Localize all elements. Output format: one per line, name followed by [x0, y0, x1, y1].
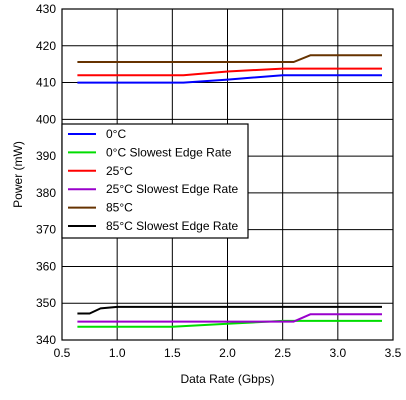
y-tick-label: 410 — [36, 76, 56, 90]
y-tick-label: 390 — [36, 149, 56, 163]
y-tick-label: 340 — [36, 333, 56, 347]
x-axis-label: Data Rate (Gbps) — [180, 372, 274, 386]
series-line-4 — [77, 313, 382, 323]
y-axis-ticks: 340 350 360 370 380 390 400 410 420 430 — [36, 2, 56, 347]
y-tick-label: 420 — [36, 39, 56, 53]
series-line-1 — [77, 74, 382, 84]
y-tick-label: 430 — [36, 2, 56, 16]
x-axis-ticks: 0.5 1.0 1.5 2.0 2.5 3.0 3.5 — [54, 346, 402, 360]
x-tick-label: 0.5 — [54, 346, 71, 360]
y-tick-label: 380 — [36, 186, 56, 200]
series-lines — [77, 54, 382, 328]
y-tick-label: 360 — [36, 259, 56, 273]
x-tick-label: 1.0 — [109, 346, 126, 360]
y-axis-label: Power (mW) — [11, 141, 25, 208]
series-line-6 — [77, 305, 382, 315]
x-tick-label: 2.0 — [219, 346, 236, 360]
series-line-2 — [77, 319, 382, 328]
x-tick-label: 1.5 — [164, 346, 181, 360]
y-tick-label: 350 — [36, 296, 56, 310]
x-tick-label: 3.0 — [329, 346, 346, 360]
legend-entry-label: 0°C — [106, 127, 126, 141]
series-line-3 — [77, 67, 382, 77]
legend-entry-label: 0°C Slowest Edge Rate — [106, 145, 232, 159]
series-line-5 — [77, 54, 382, 63]
legend-entry-label: 85°C Slowest Edge Rate — [106, 219, 239, 233]
x-tick-label: 3.5 — [385, 346, 402, 360]
y-tick-label: 370 — [36, 223, 56, 237]
legend: 0°C 0°C Slowest Edge Rate 25°C 25°C Slowest… — [61, 123, 249, 239]
y-tick-label: 400 — [36, 112, 56, 126]
legend-entry-label: 85°C — [106, 201, 133, 215]
legend-entry-label: 25°C — [106, 164, 133, 178]
x-tick-label: 2.5 — [274, 346, 291, 360]
legend-box — [61, 123, 249, 239]
legend-entry-label: 25°C Slowest Edge Rate — [106, 182, 239, 196]
